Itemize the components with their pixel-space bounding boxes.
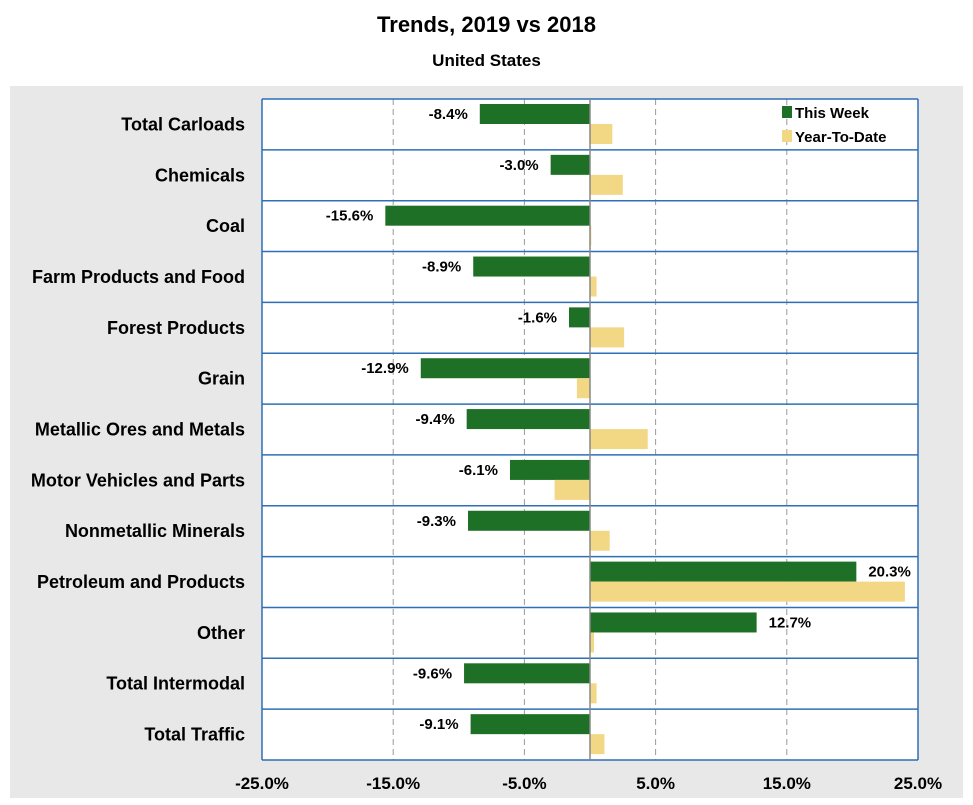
bar-year-to-date	[590, 276, 597, 297]
category-label: Motor Vehicles and Parts	[31, 470, 245, 490]
x-tick-label: -15.0%	[366, 774, 420, 793]
category-label: Petroleum and Products	[37, 572, 245, 592]
data-label-this-week: 12.7%	[769, 614, 812, 631]
bar-year-to-date	[590, 327, 625, 348]
bar-year-to-date	[590, 174, 623, 195]
data-label-this-week: -12.9%	[361, 360, 409, 377]
data-label-this-week: -15.6%	[326, 208, 374, 225]
legend-label-year-to-date: Year-To-Date	[795, 129, 886, 146]
category-label: Metallic Ores and Metals	[35, 420, 245, 440]
data-label-this-week: -9.3%	[417, 513, 456, 530]
bar-year-to-date	[590, 683, 597, 704]
bar-this-week	[420, 358, 590, 379]
chart-subtitle: United States	[432, 51, 541, 70]
legend-label-this-week: This Week	[795, 105, 870, 122]
bar-this-week	[385, 205, 590, 226]
data-label-this-week: -3.0%	[499, 157, 538, 174]
bar-this-week	[473, 256, 590, 277]
data-label-this-week: -9.1%	[419, 716, 458, 733]
bar-this-week	[509, 459, 590, 480]
bar-year-to-date	[554, 479, 590, 500]
bar-this-week	[479, 104, 590, 124]
category-label: Farm Products and Food	[32, 267, 245, 287]
category-label: Chemicals	[155, 165, 245, 185]
bar-year-to-date	[590, 632, 594, 653]
x-tick-label: 5.0%	[636, 774, 675, 793]
category-label: Coal	[206, 216, 245, 236]
bar-year-to-date	[590, 530, 610, 551]
data-label-this-week: -6.1%	[459, 462, 498, 479]
bar-year-to-date	[576, 378, 590, 399]
legend-swatch-year-to-date	[782, 130, 792, 142]
category-label: Total Intermodal	[106, 674, 245, 694]
bar-this-week	[550, 154, 590, 175]
bar-this-week	[466, 409, 590, 430]
bar-this-week	[470, 714, 590, 735]
category-label: Forest Products	[107, 318, 245, 338]
bar-year-to-date	[590, 581, 905, 602]
bar-this-week	[569, 307, 590, 328]
legend-swatch-this-week	[782, 106, 792, 118]
bar-year-to-date	[590, 429, 648, 450]
bar-this-week	[464, 663, 590, 684]
data-label-this-week: 20.3%	[868, 564, 911, 581]
category-label: Grain	[198, 369, 245, 389]
bar-this-week	[590, 561, 857, 582]
category-label: Nonmetallic Minerals	[65, 521, 245, 541]
bar-year-to-date	[590, 124, 613, 144]
data-label-this-week: -9.4%	[415, 411, 454, 428]
data-label-this-week: -8.9%	[422, 259, 461, 276]
bar-this-week	[590, 612, 757, 633]
x-tick-label: -25.0%	[235, 774, 289, 793]
category-label: Total Carloads	[121, 114, 245, 134]
category-label: Total Traffic	[144, 725, 245, 745]
data-label-this-week: -8.4%	[429, 106, 468, 123]
data-label-this-week: -9.6%	[413, 665, 452, 682]
bar-year-to-date	[590, 734, 605, 755]
x-tick-label: -5.0%	[502, 774, 546, 793]
bar-this-week	[467, 510, 590, 531]
chart-title: Trends, 2019 vs 2018	[377, 12, 596, 37]
x-tick-label: 25.0%	[894, 774, 942, 793]
data-label-this-week: -1.6%	[518, 309, 557, 326]
x-tick-label: 15.0%	[763, 774, 811, 793]
category-label: Other	[197, 623, 245, 643]
